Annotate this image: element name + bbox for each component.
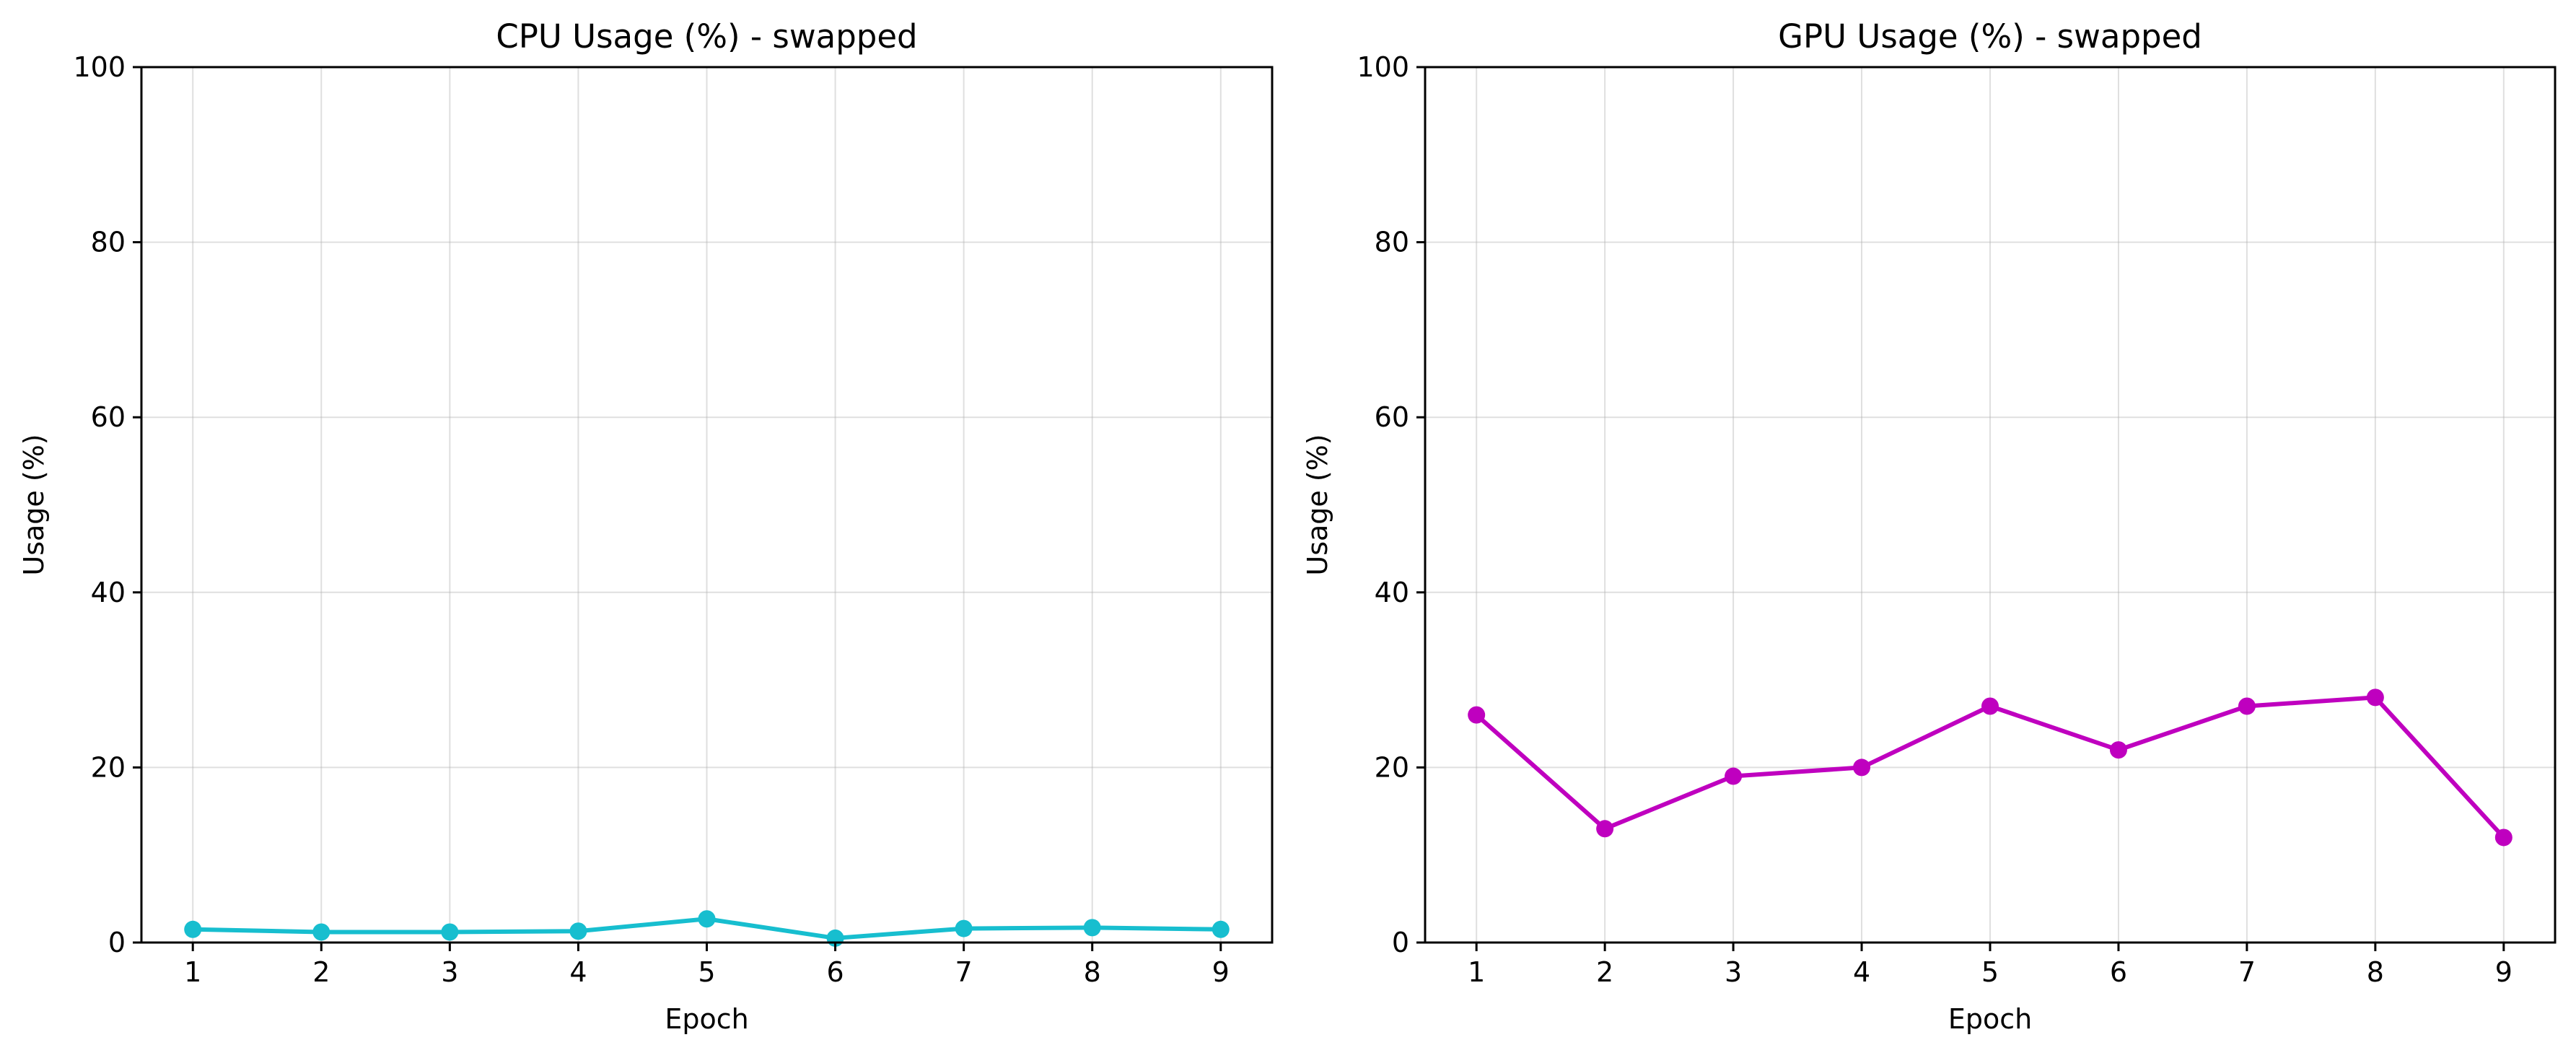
data-point bbox=[1468, 706, 1486, 724]
x-tick-label: 6 bbox=[2110, 956, 2127, 988]
data-point bbox=[1981, 697, 1999, 715]
x-tick-label: 7 bbox=[2238, 956, 2256, 988]
chart-title: CPU Usage (%) - swapped bbox=[496, 17, 917, 56]
x-tick-label: 1 bbox=[1468, 956, 1485, 988]
data-point bbox=[1212, 920, 1230, 938]
data-point bbox=[441, 923, 459, 941]
x-axis-label: Epoch bbox=[1948, 1003, 2032, 1035]
x-tick-label: 3 bbox=[441, 956, 458, 988]
y-tick-label: 20 bbox=[1375, 751, 1409, 783]
y-tick-label: 40 bbox=[1375, 577, 1409, 608]
data-point bbox=[312, 923, 330, 941]
y-tick-label: 80 bbox=[91, 227, 126, 258]
y-axis-label: Usage (%) bbox=[1302, 434, 1333, 575]
x-tick-label: 1 bbox=[184, 956, 201, 988]
y-tick-label: 80 bbox=[1375, 227, 1409, 258]
data-point bbox=[955, 919, 973, 937]
x-tick-label: 4 bbox=[569, 956, 587, 988]
x-tick-label: 8 bbox=[1084, 956, 1101, 988]
x-tick-label: 6 bbox=[826, 956, 844, 988]
x-tick-label: 4 bbox=[1853, 956, 1870, 988]
x-tick-label: 9 bbox=[2495, 956, 2513, 988]
x-tick-label: 3 bbox=[1725, 956, 1742, 988]
x-tick-label: 8 bbox=[2367, 956, 2384, 988]
data-point bbox=[698, 910, 716, 928]
y-axis-label: Usage (%) bbox=[18, 434, 50, 575]
y-tick-label: 0 bbox=[1392, 927, 1409, 958]
x-tick-label: 5 bbox=[1981, 956, 1999, 988]
data-point bbox=[1725, 767, 1743, 785]
x-tick-label: 7 bbox=[955, 956, 973, 988]
y-tick-label: 20 bbox=[91, 751, 126, 783]
y-tick-label: 60 bbox=[91, 401, 126, 433]
cpu-usage-panel: CPU Usage (%) - swapped Epoch Usage (%) … bbox=[18, 17, 1274, 1035]
gpu-usage-panel: GPU Usage (%) - swapped Epoch Usage (%) … bbox=[1302, 17, 2557, 1035]
data-point bbox=[2238, 697, 2256, 715]
data-point bbox=[2494, 829, 2513, 847]
x-axis-label: Epoch bbox=[665, 1003, 748, 1035]
data-point bbox=[2109, 741, 2127, 759]
chart-title: GPU Usage (%) - swapped bbox=[1778, 17, 2202, 56]
x-tick-label: 2 bbox=[312, 956, 330, 988]
grid bbox=[1425, 66, 2555, 943]
y-tick-label: 100 bbox=[73, 51, 126, 83]
y-tick-label: 60 bbox=[1375, 401, 1409, 433]
grid bbox=[141, 66, 1272, 943]
y-tick-label: 100 bbox=[1357, 51, 1409, 83]
data-point bbox=[1083, 919, 1101, 937]
y-tick-label: 40 bbox=[91, 577, 126, 608]
x-tick-label: 2 bbox=[1596, 956, 1613, 988]
data-point bbox=[1596, 820, 1614, 838]
data-point bbox=[1853, 758, 1871, 777]
y-tick-label: 0 bbox=[108, 927, 126, 958]
data-point bbox=[569, 922, 587, 940]
data-point bbox=[2366, 688, 2384, 707]
data-point bbox=[184, 920, 202, 938]
x-tick-label: 9 bbox=[1212, 956, 1230, 988]
x-tick-label: 5 bbox=[698, 956, 715, 988]
